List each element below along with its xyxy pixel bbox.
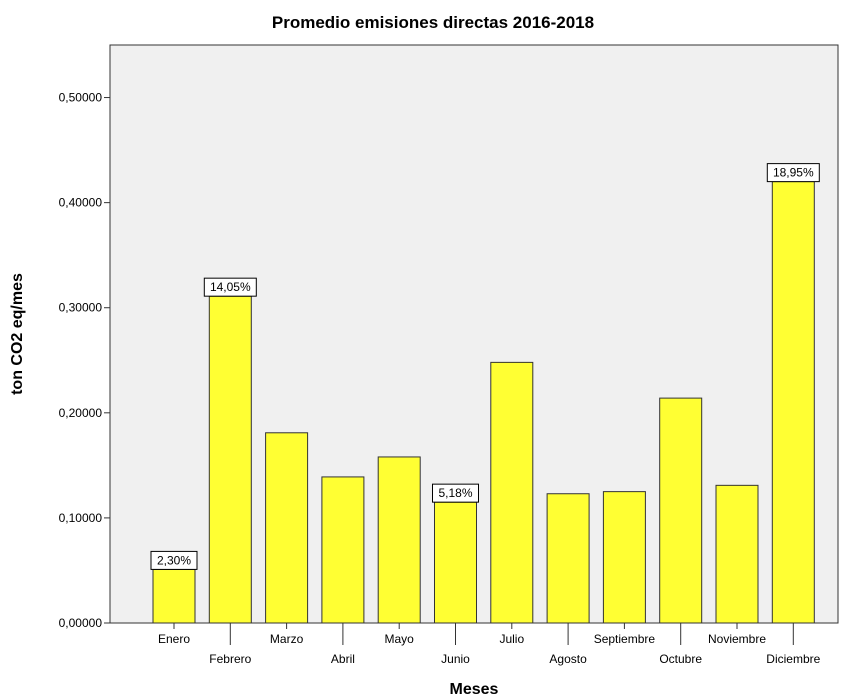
- x-tick-label: Junio: [441, 652, 470, 666]
- data-label-text: 18,95%: [773, 166, 814, 180]
- x-tick-label: Abril: [331, 652, 355, 666]
- x-tick-label: Diciembre: [766, 652, 820, 666]
- bar-diciembre: [771, 181, 815, 624]
- data-labels: 2,30% 14,05% 5,18% 18,95%: [150, 163, 820, 570]
- bar-marzo: [265, 432, 309, 624]
- data-label: 5,18%: [432, 483, 479, 503]
- x-tick-label: Octubre: [659, 652, 702, 666]
- x-tick-label: Noviembre: [708, 632, 766, 646]
- data-label-box: [766, 163, 820, 183]
- x-tick-label: Septiembre: [594, 632, 656, 646]
- x-tick-label: Marzo: [270, 632, 304, 646]
- chart-title: Promedio emisiones directas 2016-2018: [272, 13, 594, 32]
- y-tick-label: 0,50000: [59, 91, 103, 105]
- x-axis: Enero Febrero Marzo Abril Mayo Junio Julio Agos…: [158, 623, 821, 666]
- bar-mayo: [377, 456, 421, 624]
- data-label-box: [432, 483, 479, 503]
- x-tick-label: Julio: [499, 632, 524, 646]
- bar-junio: [434, 501, 477, 624]
- data-label: 14,05%: [203, 277, 257, 297]
- y-tick-label: 0,20000: [59, 406, 103, 420]
- data-label-box: [150, 550, 198, 570]
- y-tick-label: 0,40000: [59, 196, 103, 210]
- x-axis-title: Meses: [450, 681, 499, 698]
- bar-septiembre: [602, 491, 646, 624]
- data-label-text: 14,05%: [210, 280, 251, 294]
- data-label-text: 5,18%: [438, 486, 472, 500]
- bar-enero: [152, 568, 196, 624]
- bar-julio: [490, 361, 534, 624]
- bar-abril: [321, 476, 365, 624]
- y-axis-title: ton CO2 eq/mes: [9, 273, 26, 395]
- data-label-box: [203, 277, 257, 297]
- y-tick-label: 0,30000: [59, 301, 103, 315]
- x-tick-label: Agosto: [549, 652, 587, 666]
- x-tick-label: Mayo: [385, 632, 415, 646]
- data-label: 18,95%: [766, 163, 820, 183]
- bar-octubre: [659, 397, 703, 624]
- bar-noviembre: [715, 484, 759, 624]
- x-tick-label: Febrero: [209, 652, 251, 666]
- bar-febrero: [208, 295, 252, 624]
- y-axis: 0,00000 0,10000 0,20000 0,30000 0,40000 0,500…: [59, 91, 110, 630]
- y-tick-label: 0,00000: [59, 616, 103, 630]
- data-label-text: 2,30%: [157, 553, 191, 567]
- data-label: 2,30%: [150, 550, 198, 570]
- bar-agosto: [546, 493, 590, 624]
- y-tick-label: 0,10000: [59, 511, 103, 525]
- x-tick-label: Enero: [158, 632, 190, 646]
